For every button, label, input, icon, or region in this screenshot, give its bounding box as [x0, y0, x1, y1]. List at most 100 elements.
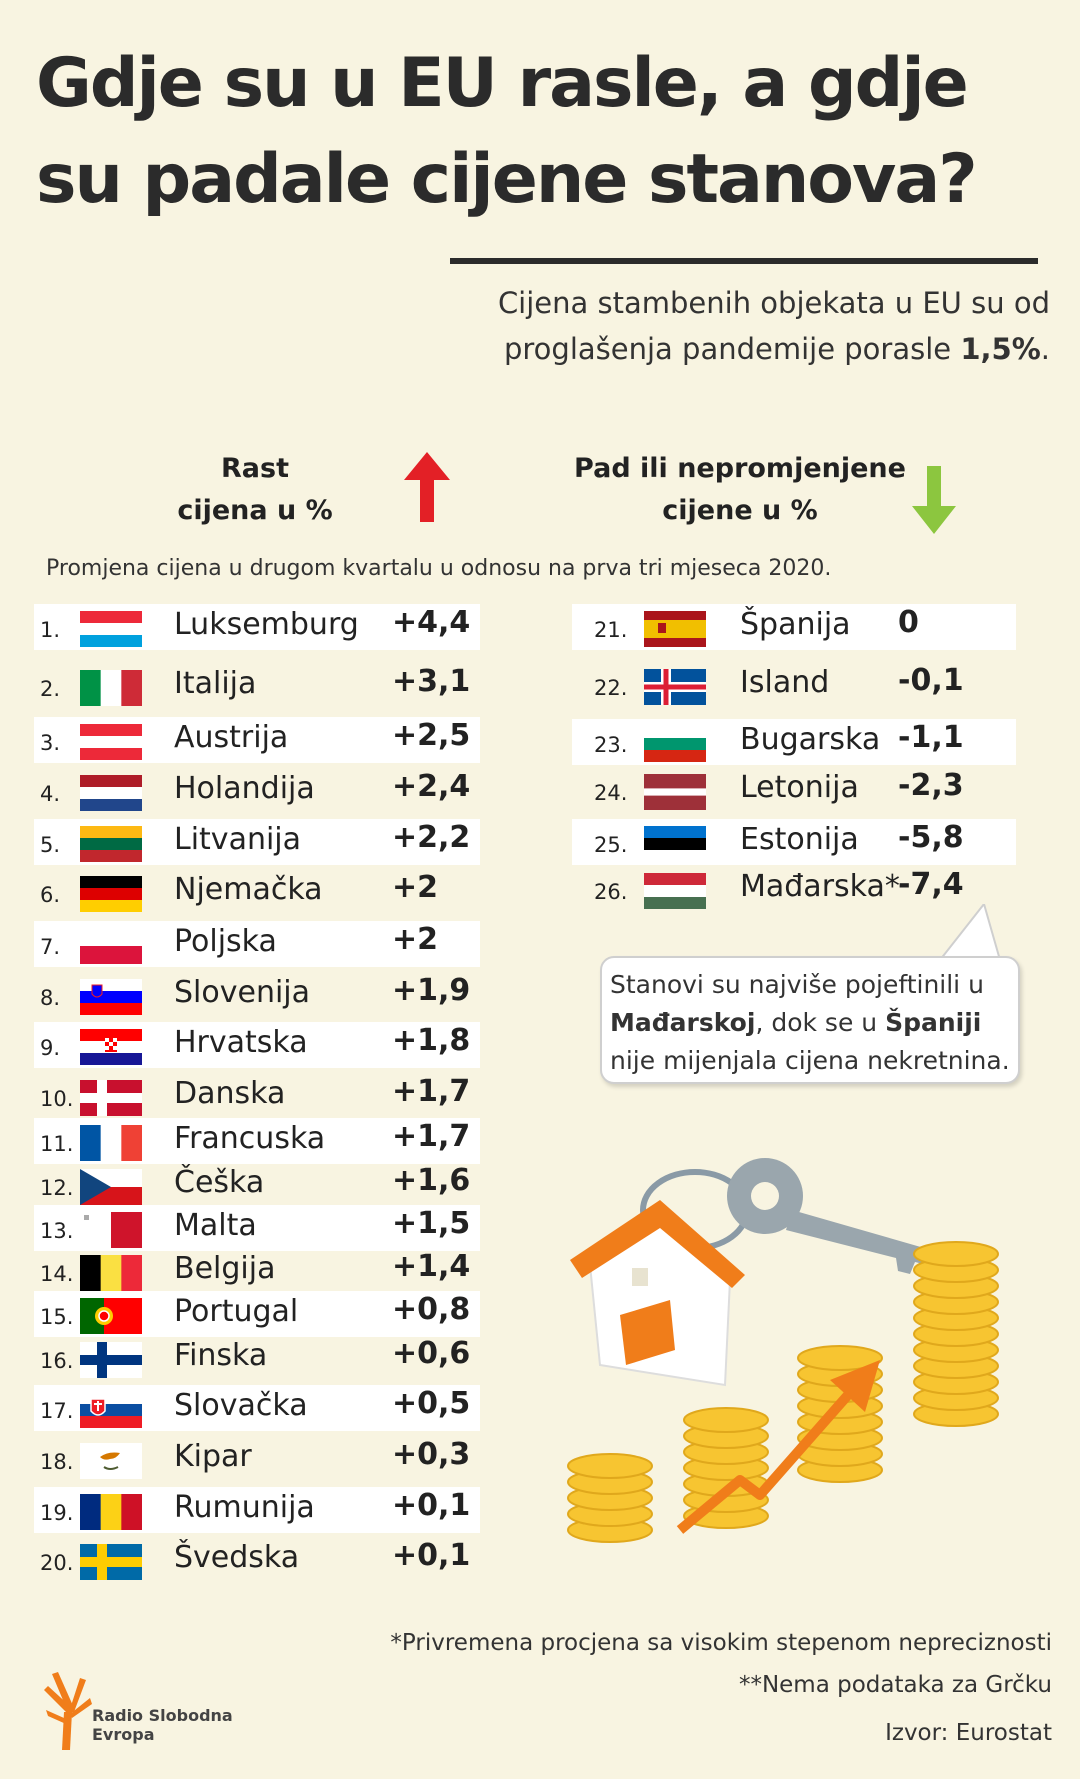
- row-country: Hrvatska: [174, 1025, 308, 1060]
- row-value: -2,3: [898, 768, 964, 803]
- row-rank: 17.: [40, 1399, 74, 1423]
- row-value: +2,2: [392, 820, 471, 855]
- rferl-logo-text: Radio Slobodna Evropa: [92, 1706, 233, 1744]
- house-key-coins-illustration: [567, 1158, 999, 1543]
- austria-flag-icon: [80, 724, 142, 760]
- table-row: 4. Holandija +2,4: [34, 768, 480, 814]
- row-value: -7,4: [898, 867, 964, 902]
- rferl-logo-icon: [44, 1672, 92, 1750]
- growth-arrow-icon: [676, 1360, 880, 1534]
- table-row: 9. Hrvatska +1,8: [34, 1022, 480, 1068]
- row-rank: 16.: [40, 1349, 74, 1373]
- fall-heading-line-2: cijene u %: [662, 495, 818, 526]
- row-value: -0,1: [898, 663, 964, 698]
- row-rank: 19.: [40, 1501, 74, 1525]
- row-rank: 22.: [594, 676, 628, 700]
- row-country: Slovačka: [174, 1388, 308, 1423]
- table-row: 10. Danska +1,7: [34, 1073, 480, 1119]
- key-icon: [727, 1158, 945, 1274]
- table-row: 8. Slovenija +1,9: [34, 972, 480, 1018]
- row-value: +1,9: [392, 973, 471, 1008]
- estonia-flag-icon: [644, 826, 706, 862]
- belgium-flag-icon: [80, 1255, 142, 1291]
- lithuania-flag-icon: [80, 826, 142, 862]
- row-value: 0: [898, 605, 919, 640]
- row-value: +1,7: [392, 1074, 471, 1109]
- row-value: +0,3: [392, 1437, 471, 1472]
- row-country: Austrija: [174, 720, 289, 755]
- france-flag-icon: [80, 1125, 142, 1161]
- table-row: 2. Italija +3,1: [34, 663, 480, 709]
- hungary-flag-icon: [644, 873, 706, 909]
- row-value: +0,6: [392, 1336, 471, 1371]
- row-rank: 5.: [40, 833, 61, 857]
- row-value: +4,4: [392, 605, 471, 640]
- row-value: -5,8: [898, 820, 964, 855]
- slovakia-flag-icon: [80, 1392, 142, 1428]
- table-row: 18. Kipar +0,3: [34, 1436, 480, 1482]
- row-country: Kipar: [174, 1439, 252, 1474]
- netherlands-flag-icon: [80, 775, 142, 811]
- fall-column-heading: Pad ili nepromjenjene cijene u %: [550, 448, 930, 532]
- row-value: +2,4: [392, 769, 471, 804]
- row-rank: 10.: [40, 1087, 74, 1111]
- row-country: Estonija: [740, 822, 859, 857]
- germany-flag-icon: [80, 876, 142, 912]
- row-value: -1,1: [898, 720, 964, 755]
- arrow-down-icon: [912, 466, 956, 534]
- italy-flag-icon: [80, 670, 142, 706]
- row-value: +2,5: [392, 718, 471, 753]
- subtitle-text: proglašenja pandemije porasle: [503, 332, 961, 366]
- title-underline: [450, 258, 1038, 264]
- subtitle: Cijena stambenih objekata u EU su od pro…: [350, 280, 1050, 372]
- row-value: +1,6: [392, 1163, 471, 1198]
- malta-flag-icon: [80, 1212, 142, 1248]
- row-country: Finska: [174, 1338, 268, 1373]
- row-country: Bugarska: [740, 722, 881, 757]
- row-country: Danska: [174, 1076, 286, 1111]
- row-country: Češka: [174, 1165, 265, 1200]
- footnote-greece: **Nema podataka za Grčku: [738, 1672, 1052, 1698]
- bubble-text-2: , dok se u: [755, 1008, 886, 1037]
- table-row: 3. Austrija +2,5: [34, 717, 480, 763]
- source-label: Izvor: Eurostat: [885, 1720, 1052, 1746]
- row-rank: 15.: [40, 1305, 74, 1329]
- latvia-flag-icon: [644, 774, 706, 810]
- row-value: +1,5: [392, 1206, 471, 1241]
- table-row: 26. Mađarska* -7,4: [572, 866, 1016, 912]
- row-rank: 18.: [40, 1450, 74, 1474]
- rise-column-heading: Rast cijena u %: [150, 448, 360, 532]
- house-icon: [570, 1200, 745, 1387]
- row-rank: 14.: [40, 1262, 74, 1286]
- row-country: Italija: [174, 666, 257, 701]
- row-rank: 8.: [40, 986, 61, 1010]
- row-country: Mađarska*: [740, 869, 900, 904]
- row-country: Letonija: [740, 770, 859, 805]
- row-value: +3,1: [392, 664, 471, 699]
- row-rank: 2.: [40, 677, 61, 701]
- table-row: 19. Rumunija +0,1: [34, 1487, 480, 1533]
- table-row: 13. Malta +1,5: [34, 1205, 480, 1251]
- row-value: +2: [392, 870, 439, 905]
- logo-line-1: Radio Slobodna: [92, 1706, 233, 1725]
- czechia-flag-icon: [80, 1169, 142, 1205]
- row-country: Njemačka: [174, 872, 323, 907]
- row-rank: 3.: [40, 731, 61, 755]
- cyprus-flag-icon: [80, 1443, 142, 1479]
- table-row: 12. Češka +1,6: [34, 1162, 480, 1208]
- row-rank: 25.: [594, 833, 628, 857]
- row-rank: 13.: [40, 1219, 74, 1243]
- table-row: 7. Poljska +2: [34, 921, 480, 967]
- table-row: 24. Letonija -2,3: [572, 767, 1016, 813]
- poland-flag-icon: [80, 928, 142, 964]
- luxembourg-flag-icon: [80, 611, 142, 647]
- row-rank: 21.: [594, 618, 628, 642]
- subtitle-end: .: [1040, 332, 1050, 366]
- row-country: Poljska: [174, 924, 277, 959]
- bubble-bold-1: Mađarskoj: [610, 1008, 756, 1037]
- table-row: 14. Belgija +1,4: [34, 1248, 480, 1294]
- row-country: Malta: [174, 1208, 257, 1243]
- row-value: +0,1: [392, 1488, 471, 1523]
- row-value: +1,8: [392, 1023, 471, 1058]
- row-country: Luksemburg: [174, 607, 359, 642]
